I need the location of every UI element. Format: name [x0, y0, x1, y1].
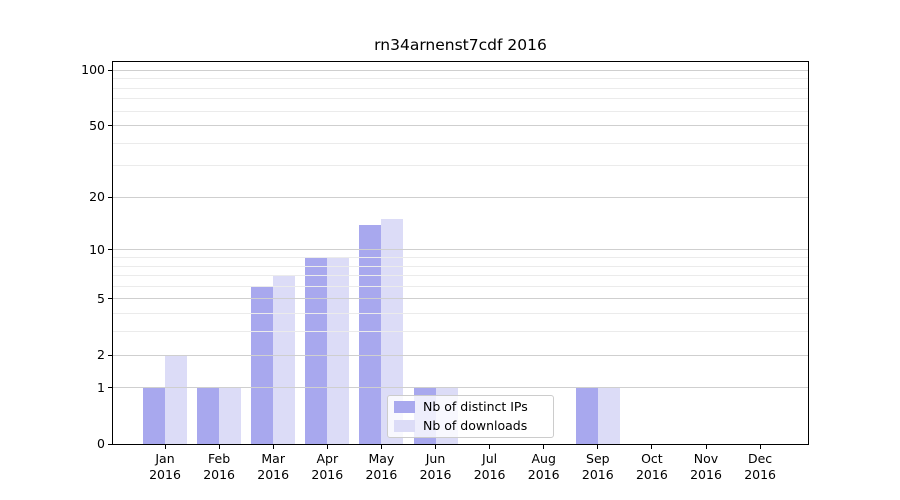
legend-swatch-distinct-ips-icon	[394, 401, 415, 413]
x-tick-mark	[543, 445, 545, 449]
x-tick-mark	[435, 445, 436, 449]
x-tick-mark	[380, 445, 382, 449]
y-tick-mark	[108, 298, 112, 300]
legend-label-distinct-ips: Nb of distinct IPs	[423, 399, 528, 414]
bar-downloads-feb	[219, 387, 242, 444]
bar-ips-may	[359, 224, 382, 444]
major-gridline	[113, 69, 808, 71]
y-tick-mark	[108, 69, 112, 71]
y-tick-mark	[108, 249, 112, 251]
major-gridline	[113, 298, 808, 300]
y-tick-label: 20	[89, 189, 105, 205]
x-tick-label-mar: Mar 2016	[257, 451, 290, 482]
x-tick-label-oct: Oct 2016	[635, 451, 668, 482]
minor-gridline	[113, 87, 808, 89]
major-gridline	[113, 125, 808, 127]
x-tick-label-jul: Jul 2016	[473, 451, 506, 482]
y-tick-label: 50	[89, 117, 105, 133]
x-tick-label-nov: Nov 2016	[690, 451, 722, 482]
y-tick-label: 2	[97, 347, 105, 362]
minor-gridline	[113, 275, 808, 277]
x-tick-mark	[759, 445, 761, 449]
x-tick-mark	[597, 445, 599, 449]
minor-gridline	[113, 78, 808, 80]
bar-ips-jan	[143, 387, 165, 444]
minor-gridline	[113, 313, 808, 315]
x-tick-label-feb: Feb 2016	[203, 451, 235, 482]
x-tick-mark	[651, 445, 653, 449]
legend-item-downloads: Nb of downloads	[394, 419, 553, 433]
minor-gridline	[113, 110, 808, 112]
y-tick-mark	[108, 443, 112, 445]
x-tick-label-may: May 2016	[365, 451, 398, 482]
y-tick-label: 0	[97, 436, 105, 451]
legend: Nb of distinct IPs Nb of downloads	[387, 395, 554, 438]
minor-gridline	[113, 265, 808, 267]
bar-ips-feb	[197, 387, 220, 444]
y-tick-mark	[108, 196, 112, 198]
x-tick-mark	[705, 445, 707, 449]
x-tick-label-jun: Jun 2016	[419, 451, 452, 482]
x-tick-label-sep: Sep 2016	[581, 451, 614, 482]
minor-gridline	[113, 165, 808, 167]
minor-gridline	[113, 285, 808, 287]
bar-ips-apr	[305, 257, 328, 444]
major-gridline	[113, 354, 808, 356]
minor-gridline	[113, 98, 808, 100]
x-tick-mark	[218, 445, 220, 449]
bar-downloads-sep	[597, 387, 620, 444]
x-tick-mark	[489, 445, 491, 449]
bar-downloads-mar	[273, 275, 296, 444]
x-tick-mark	[164, 445, 166, 449]
y-tick-label: 10	[89, 241, 105, 257]
x-tick-label-apr: Apr 2016	[311, 451, 344, 482]
major-gridline	[113, 249, 808, 251]
legend-item-distinct-ips: Nb of distinct IPs	[394, 400, 553, 414]
x-tick-mark	[326, 445, 328, 449]
bar-downloads-jan	[165, 355, 187, 444]
y-tick-mark	[108, 387, 112, 389]
major-gridline	[113, 387, 808, 389]
y-tick-label: 100	[81, 62, 105, 78]
y-tick-mark	[108, 354, 112, 356]
y-tick-label: 5	[97, 290, 105, 306]
minor-gridline	[113, 256, 808, 258]
bar-ips-sep	[575, 387, 598, 444]
chart-title: rn34arnenst7cdf 2016	[374, 36, 547, 54]
bar-ips-mar	[251, 286, 274, 444]
x-tick-label-jan: Jan 2016	[149, 451, 181, 482]
minor-gridline	[113, 142, 808, 144]
legend-swatch-downloads-icon	[394, 420, 415, 432]
y-tick-label: 1	[97, 379, 105, 395]
y-tick-mark	[108, 125, 112, 127]
x-tick-label-aug: Aug 2016	[527, 451, 560, 482]
x-tick-label-dec: Dec 2016	[744, 451, 776, 482]
major-gridline	[113, 196, 808, 198]
bar-downloads-apr	[327, 257, 350, 444]
legend-label-downloads: Nb of downloads	[423, 418, 528, 433]
plot-area: Nb of distinct IPs Nb of downloads	[112, 61, 809, 445]
minor-gridline	[113, 331, 808, 333]
x-tick-mark	[272, 445, 274, 449]
